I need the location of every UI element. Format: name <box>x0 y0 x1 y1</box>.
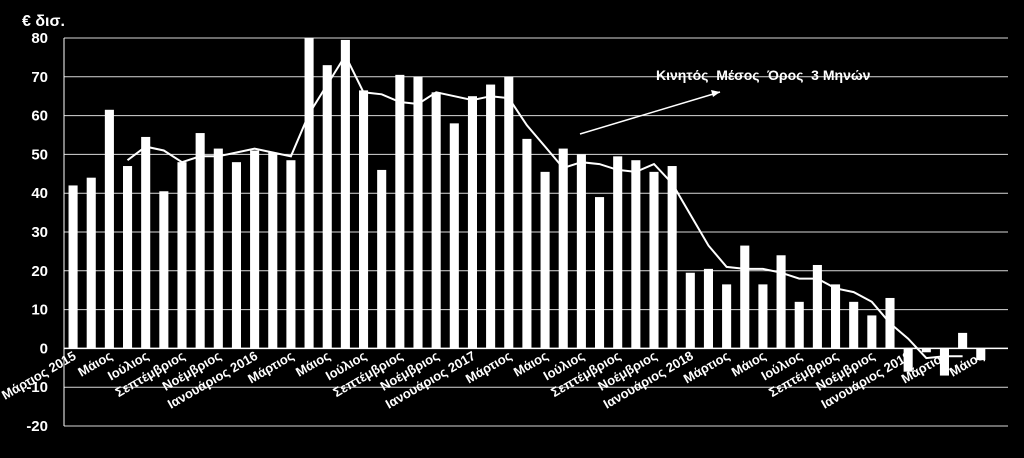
y-tick-label: 60 <box>31 108 48 125</box>
y-tick-label: 10 <box>31 302 48 319</box>
bar <box>68 185 78 349</box>
bar <box>413 76 423 349</box>
bar <box>104 109 114 349</box>
bar <box>504 76 514 349</box>
bar <box>794 301 804 349</box>
bar <box>921 348 931 353</box>
annotation-arrow <box>579 91 721 135</box>
annotation: Κινητός Μέσος Όρος 3 Μηνών <box>579 67 871 135</box>
bar <box>268 152 278 349</box>
bar <box>231 162 241 349</box>
annotation-label: Κινητός Μέσος Όρος 3 Μηνών <box>656 67 871 83</box>
bar <box>758 284 768 349</box>
y-tick-label: 0 <box>40 340 48 357</box>
bar <box>522 138 532 349</box>
annotation-arrowhead <box>711 90 720 97</box>
bar <box>595 197 605 349</box>
bar <box>903 348 913 372</box>
bar <box>649 171 659 349</box>
bar <box>213 148 223 349</box>
bar <box>449 123 459 349</box>
bar <box>703 268 713 349</box>
bar <box>776 255 786 349</box>
bar <box>540 171 550 349</box>
bar <box>958 332 968 349</box>
bar <box>831 284 841 349</box>
bar <box>939 348 949 376</box>
bar <box>467 96 477 349</box>
y-tick-label: -20 <box>26 418 48 435</box>
bar <box>722 284 732 349</box>
y-tick-label: 80 <box>31 30 48 47</box>
bar <box>849 301 859 349</box>
bar <box>377 169 387 349</box>
bar <box>486 84 496 349</box>
x-axis: Μάρτιος 2015ΜάιοςΙούλιοςΣεπτέμβριοςΝοέμβ… <box>0 347 1008 412</box>
y-tick-label: -10 <box>26 379 48 396</box>
y-axis-label: € δισ. <box>22 13 65 30</box>
bar <box>867 315 877 349</box>
bar <box>86 177 96 349</box>
bar <box>685 272 695 349</box>
bar <box>613 156 623 349</box>
y-tick-label: 30 <box>31 224 48 241</box>
bar <box>322 65 332 349</box>
y-tick-label: 20 <box>31 263 48 280</box>
bar <box>558 148 568 349</box>
bar <box>123 166 133 349</box>
bar <box>340 39 350 349</box>
bar <box>740 245 750 349</box>
bar-series <box>68 38 986 376</box>
bar <box>667 166 677 349</box>
bar <box>395 74 405 349</box>
moving-average-line <box>126 53 963 360</box>
bar <box>576 154 586 349</box>
moving-average-series <box>126 53 963 360</box>
bar <box>812 264 822 349</box>
bar <box>250 150 260 349</box>
bar <box>976 348 986 361</box>
bar <box>195 133 205 349</box>
bar <box>359 90 369 349</box>
bar <box>159 191 169 349</box>
bar <box>304 38 314 349</box>
bar <box>141 136 151 349</box>
y-tick-label: 70 <box>31 69 48 86</box>
y-axis: 80 70 60 50 40 30 20 10 0 -10 -20 <box>26 30 65 435</box>
bar <box>431 92 441 349</box>
x-tick-label: Μάιος <box>947 348 987 380</box>
bar <box>631 160 641 349</box>
y-tick-label: 40 <box>31 185 48 202</box>
y-tick-label: 50 <box>31 146 48 163</box>
bar <box>177 162 187 349</box>
bar <box>286 160 296 349</box>
